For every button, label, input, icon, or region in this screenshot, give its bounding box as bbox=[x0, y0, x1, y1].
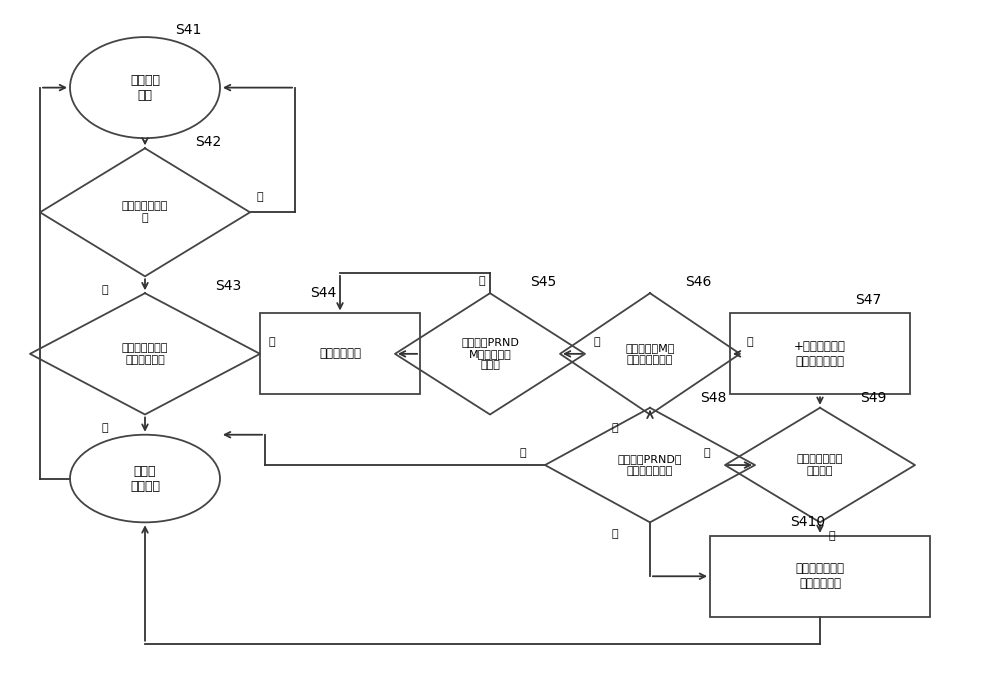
Bar bbox=[260, 313, 420, 394]
Text: 是: 是 bbox=[594, 337, 600, 346]
Text: 否: 否 bbox=[257, 193, 263, 202]
Text: S42: S42 bbox=[195, 135, 221, 148]
Text: 是否触动档位图
标: 是否触动档位图 标 bbox=[122, 202, 168, 223]
Text: S41: S41 bbox=[175, 24, 201, 37]
Text: 开始选择
档位: 开始选择 档位 bbox=[130, 73, 160, 102]
Text: 是否到达PRND
M档位图标目
标位置: 是否到达PRND M档位图标目 标位置 bbox=[461, 337, 519, 371]
Text: S49: S49 bbox=[860, 391, 886, 404]
Text: 当前车辆状态是
否适合换挡？: 当前车辆状态是 否适合换挡？ bbox=[122, 343, 168, 365]
Text: 否: 否 bbox=[704, 448, 710, 458]
Bar bbox=[710, 536, 930, 617]
Text: 是否到达PRND档
位图标目标位置: 是否到达PRND档 位图标目标位置 bbox=[618, 454, 682, 476]
Text: +／－档图标高
亮，为可选状态: +／－档图标高 亮，为可选状态 bbox=[794, 340, 846, 368]
Text: 是: 是 bbox=[269, 337, 275, 346]
Text: 是: 是 bbox=[612, 530, 618, 539]
Text: 否: 否 bbox=[520, 448, 526, 458]
Text: 否: 否 bbox=[102, 423, 108, 433]
Text: 滑动档位图标: 滑动档位图标 bbox=[319, 347, 361, 361]
Text: 信号传递给执行
器，驱动换挡: 信号传递给执行 器，驱动换挡 bbox=[796, 562, 844, 590]
Text: 是: 是 bbox=[829, 531, 835, 541]
Text: S410: S410 bbox=[790, 516, 825, 529]
Text: 否: 否 bbox=[612, 423, 618, 433]
Text: S45: S45 bbox=[530, 275, 556, 288]
Text: 是: 是 bbox=[102, 285, 108, 295]
Text: S43: S43 bbox=[215, 280, 241, 293]
Text: S48: S48 bbox=[700, 391, 726, 404]
Bar bbox=[730, 313, 910, 394]
Text: S44: S44 bbox=[310, 286, 336, 300]
Text: 是否选择＋／－
档图标？: 是否选择＋／－ 档图标？ bbox=[797, 454, 843, 476]
Text: 是: 是 bbox=[747, 337, 753, 346]
Text: 是否到达了M档
位图标目标位置: 是否到达了M档 位图标目标位置 bbox=[625, 343, 675, 365]
Text: S47: S47 bbox=[855, 293, 881, 307]
Text: 否: 否 bbox=[479, 276, 485, 286]
Text: S46: S46 bbox=[685, 275, 711, 288]
Text: 次换挡
操作结束: 次换挡 操作结束 bbox=[130, 464, 160, 493]
